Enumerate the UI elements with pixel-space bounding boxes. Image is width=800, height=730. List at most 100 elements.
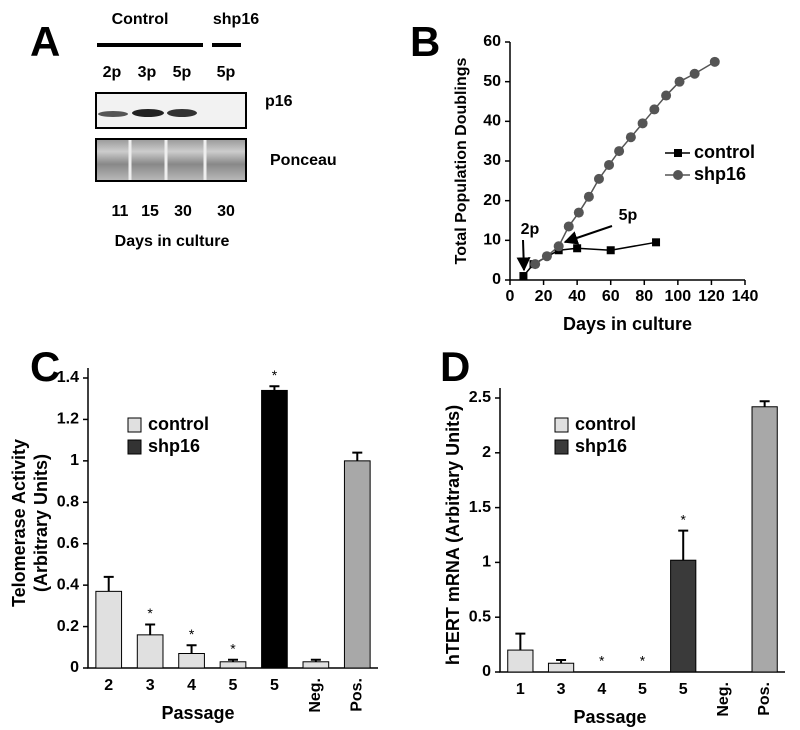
y-tick-label: 0.4 xyxy=(57,576,79,593)
significance-mark: * xyxy=(599,653,605,669)
y-tick-label: 0 xyxy=(492,271,501,288)
x-tick-label: Neg. xyxy=(715,682,732,717)
y-tick-label: 20 xyxy=(483,192,501,209)
error-bar xyxy=(269,385,280,391)
bar xyxy=(670,559,697,673)
legend-label: shp16 xyxy=(694,164,746,184)
x-tick-label: 4 xyxy=(597,681,606,698)
error-bar xyxy=(515,632,526,651)
band xyxy=(167,109,197,117)
bar xyxy=(261,389,288,669)
error-bar xyxy=(186,644,197,654)
y-tick-label: 1 xyxy=(482,554,491,571)
error-bar xyxy=(759,400,770,407)
panel-a: A Control shp16 2p 3p 5p 5p p16 Ponceau … xyxy=(30,11,337,250)
point xyxy=(553,241,564,252)
significance-mark: * xyxy=(189,626,195,642)
significance-mark: * xyxy=(680,511,686,527)
x-tick-label: Pos. xyxy=(756,682,773,716)
y-tick-label: 0 xyxy=(70,659,79,676)
axis-label: Days in culture xyxy=(115,233,230,250)
x-tick-label: 5 xyxy=(229,677,238,694)
x-tick-label: 40 xyxy=(568,288,586,305)
blot xyxy=(95,138,247,182)
lane-label: 5p xyxy=(173,64,192,81)
legend-label: control xyxy=(694,142,755,162)
axis-label: (Arbitrary Units) xyxy=(31,454,51,592)
day-label: 15 xyxy=(141,203,159,220)
y-tick-label: 2 xyxy=(482,444,491,461)
x-tick-label: 2 xyxy=(104,677,113,694)
point xyxy=(583,191,594,202)
significance-mark: * xyxy=(230,640,236,656)
row-label: p16 xyxy=(265,93,293,110)
bar xyxy=(302,661,330,669)
significance-mark: * xyxy=(272,367,278,383)
x-tick-label: 3 xyxy=(146,677,155,694)
legend-label: control xyxy=(148,414,209,434)
point xyxy=(519,272,528,281)
error-bar xyxy=(556,658,567,664)
point xyxy=(625,132,636,143)
bar xyxy=(751,406,778,673)
y-tick-label: 1.2 xyxy=(57,411,79,428)
axis-label: hTERT mRNA (Arbitrary Units) xyxy=(443,405,463,665)
point xyxy=(606,246,615,255)
x-tick-label: 4 xyxy=(187,677,196,694)
x-tick-label: 5 xyxy=(638,681,647,698)
axis-label: Telomerase Activity xyxy=(9,439,29,607)
annotation-arrow xyxy=(516,239,531,272)
y-tick-label: 30 xyxy=(483,152,501,169)
error-bar xyxy=(103,575,114,592)
bar xyxy=(219,661,247,669)
axis-label: Total Population Doublings xyxy=(453,58,470,265)
legend-marker xyxy=(674,149,682,157)
point xyxy=(563,221,574,232)
x-tick-label: 80 xyxy=(635,288,653,305)
panel-letter: C xyxy=(30,343,60,390)
y-tick-label: 50 xyxy=(483,73,501,90)
day-label: 30 xyxy=(174,203,192,220)
bar xyxy=(507,649,534,673)
group-label: shp16 xyxy=(213,11,259,28)
legend-swatch xyxy=(554,417,569,433)
lane-label: 3p xyxy=(138,64,157,81)
x-tick-label: 0 xyxy=(506,288,515,305)
legend-label: shp16 xyxy=(148,436,200,456)
legend-swatch xyxy=(554,439,569,455)
y-tick-label: 1.5 xyxy=(469,499,491,516)
y-tick-label: 40 xyxy=(483,113,501,130)
point xyxy=(530,259,541,270)
panel-letter: A xyxy=(30,18,60,65)
y-tick-label: 0 xyxy=(482,663,491,680)
bar xyxy=(178,653,205,669)
x-tick-label: 20 xyxy=(535,288,553,305)
lane-label: 5p xyxy=(217,64,236,81)
axis xyxy=(499,388,785,673)
band xyxy=(98,111,128,117)
day-label: 11 xyxy=(112,203,129,220)
axis-label: Days in culture xyxy=(563,314,692,334)
group-label: Control xyxy=(112,11,169,28)
error-bar xyxy=(228,658,238,662)
y-tick-label: 0.5 xyxy=(469,608,491,625)
y-tick-label: 60 xyxy=(483,33,501,50)
y-tick-label: 2.5 xyxy=(469,389,491,406)
x-tick-label: 3 xyxy=(557,681,566,698)
point xyxy=(661,90,672,101)
bar xyxy=(343,460,371,669)
annotation: 2p xyxy=(521,221,540,238)
y-tick-label: 1 xyxy=(70,452,79,469)
x-tick-label: Neg. xyxy=(307,678,324,713)
point xyxy=(689,68,700,79)
axis-label: Passage xyxy=(161,703,234,723)
legend-marker xyxy=(673,170,683,180)
y-tick-label: 1.4 xyxy=(57,369,79,386)
panel-letter: B xyxy=(410,18,440,65)
day-label: 30 xyxy=(217,203,235,220)
panel-letter: D xyxy=(440,343,470,390)
x-tick-label: 5 xyxy=(679,681,688,698)
significance-mark: * xyxy=(640,653,646,669)
axis xyxy=(87,368,378,669)
